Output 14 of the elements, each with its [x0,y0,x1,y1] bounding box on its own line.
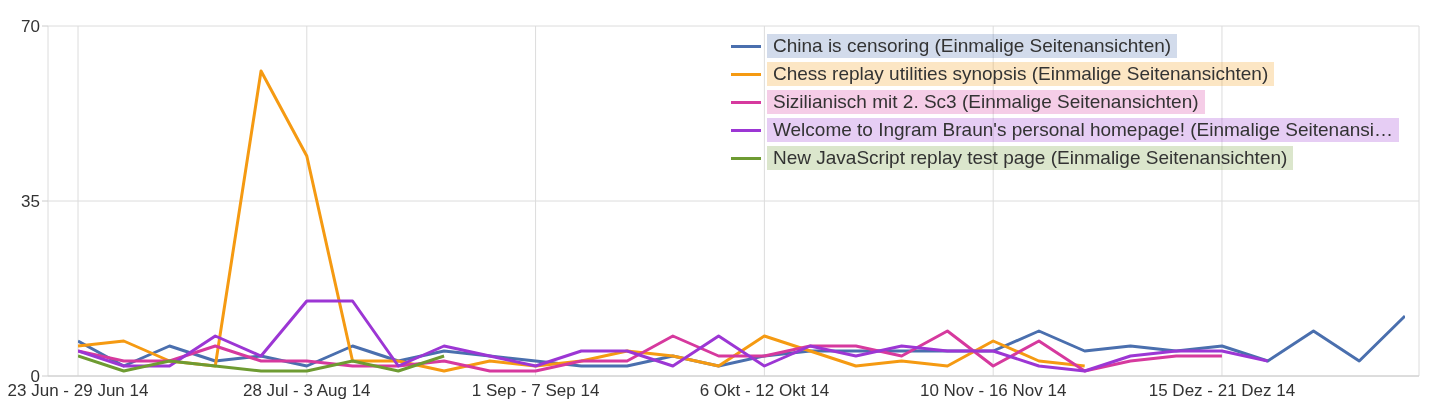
y-tick-label: 70 [21,17,40,37]
legend-label: Chess replay utilities synopsis (Einmalige Seitenansichten) [766,62,1275,86]
x-tick-label: 6 Okt - 12 Okt 14 [699,381,830,401]
y-tick-label: 35 [21,192,40,212]
legend-label: Welcome to Ingram Braun's personal homepage! (Einmalige Seitenansi… [766,118,1399,142]
x-tick-label: 28 Jul - 3 Aug 14 [243,381,371,401]
x-tick-label: 15 Dez - 21 Dez 14 [1148,381,1296,401]
x-tick-label: 10 Nov - 16 Nov 14 [919,381,1067,401]
legend-label: New JavaScript replay test page (Einmalige Seitenansichten) [766,146,1294,170]
legend-label: China is censoring (Einmalige Seitenansichten) [766,34,1178,58]
legend-label: Sizilianisch mit 2. Sc3 (Einmalige Seitenansichten) [766,90,1205,114]
line-series [78,299,1270,373]
line-series [78,354,446,373]
x-tick-label: 1 Sep - 7 Sep 14 [471,381,600,401]
